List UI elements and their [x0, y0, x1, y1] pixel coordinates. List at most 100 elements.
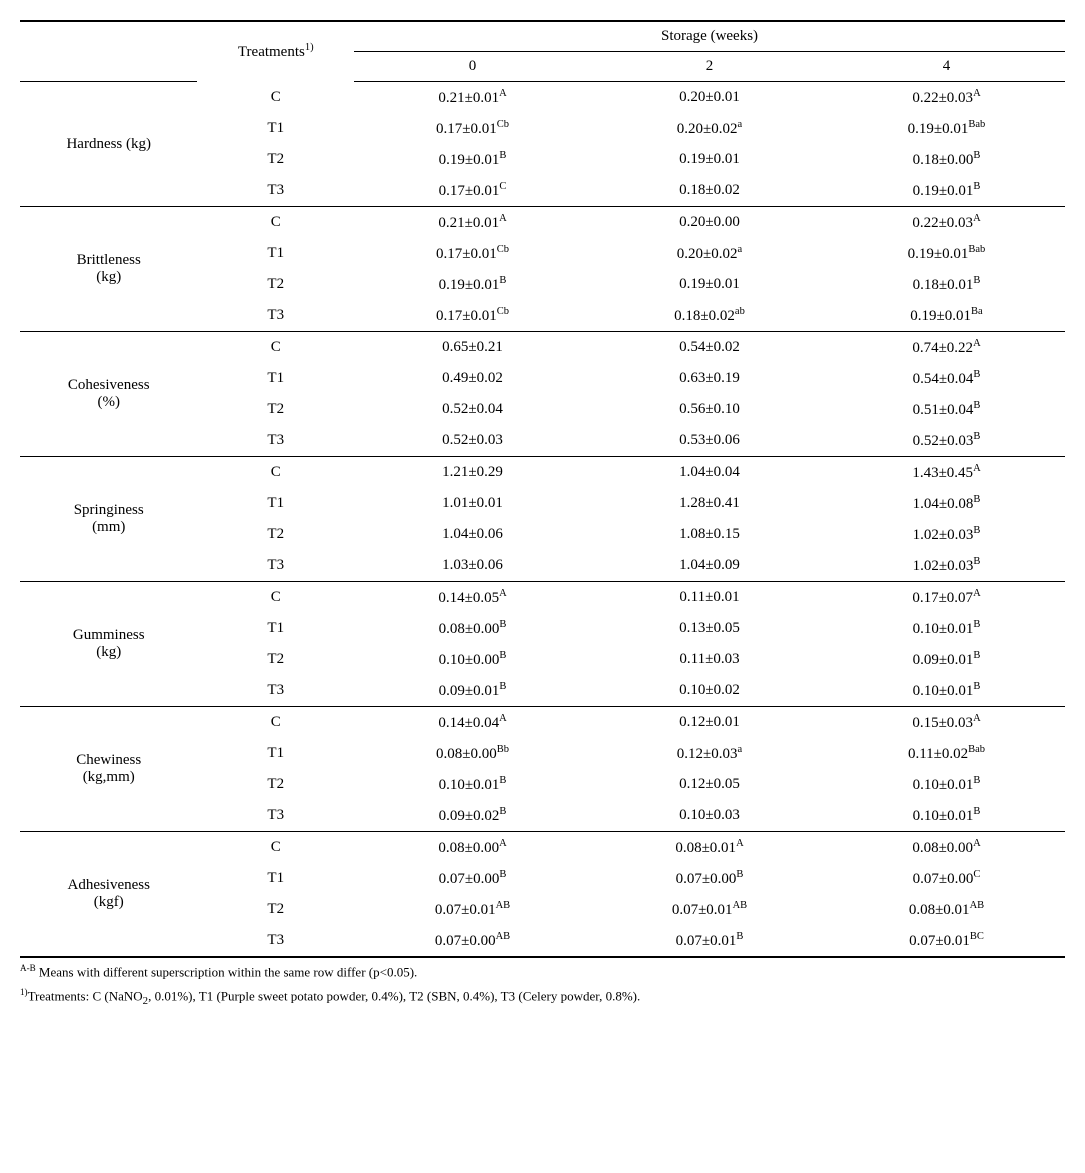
value-cell: 0.07±0.00B	[591, 863, 828, 894]
table-row: Chewiness(kg,mm)C0.14±0.04A0.12±0.010.15…	[20, 707, 1065, 739]
footnote-1: A-B Means with different superscription …	[20, 958, 1065, 982]
value-cell: 0.21±0.01A	[354, 207, 591, 239]
value-cell: 0.17±0.01C	[354, 175, 591, 207]
value-cell: 0.07±0.00C	[828, 863, 1065, 894]
footnote-2-sup: 1)	[20, 987, 28, 997]
value-cell: 0.07±0.00AB	[354, 925, 591, 957]
footnote-2b: , 0.01%), T1 (Purple sweet potato powder…	[148, 988, 640, 1003]
value-cell: 1.08±0.15	[591, 519, 828, 550]
treatment-cell: T2	[197, 394, 354, 425]
treatment-cell: T1	[197, 613, 354, 644]
treatment-cell: T1	[197, 363, 354, 394]
value-cell: 0.11±0.01	[591, 582, 828, 614]
treatment-cell: T1	[197, 738, 354, 769]
group-label: Cohesiveness(%)	[20, 332, 197, 457]
group-label: Gumminess(kg)	[20, 582, 197, 707]
value-cell: 0.12±0.05	[591, 769, 828, 800]
value-cell: 0.53±0.06	[591, 425, 828, 457]
table-row: Gumminess(kg)C0.14±0.05A0.11±0.010.17±0.…	[20, 582, 1065, 614]
value-cell: 0.08±0.00Bb	[354, 738, 591, 769]
value-cell: 0.17±0.01Cb	[354, 113, 591, 144]
table-row: Brittleness(kg)C0.21±0.01A0.20±0.000.22±…	[20, 207, 1065, 239]
value-cell: 0.10±0.03	[591, 800, 828, 832]
value-cell: 0.52±0.04	[354, 394, 591, 425]
value-cell: 0.19±0.01Bab	[828, 113, 1065, 144]
value-cell: 1.04±0.09	[591, 550, 828, 582]
treatment-cell: T3	[197, 925, 354, 957]
value-cell: 0.52±0.03B	[828, 425, 1065, 457]
value-cell: 0.08±0.01AB	[828, 894, 1065, 925]
treatment-cell: T3	[197, 175, 354, 207]
value-cell: 0.12±0.01	[591, 707, 828, 739]
treatment-cell: C	[197, 82, 354, 114]
value-cell: 1.04±0.04	[591, 457, 828, 489]
value-cell: 0.74±0.22A	[828, 332, 1065, 364]
value-cell: 1.43±0.45A	[828, 457, 1065, 489]
value-cell: 0.54±0.04B	[828, 363, 1065, 394]
value-cell: 0.18±0.02ab	[591, 300, 828, 332]
treatment-cell: T2	[197, 894, 354, 925]
value-cell: 1.21±0.29	[354, 457, 591, 489]
value-cell: 0.49±0.02	[354, 363, 591, 394]
treatment-cell: T2	[197, 769, 354, 800]
hdr-storage: Storage (weeks)	[354, 21, 1065, 52]
table-row: Hardness (kg)C0.21±0.01A0.20±0.010.22±0.…	[20, 82, 1065, 114]
treatment-cell: T3	[197, 550, 354, 582]
value-cell: 0.63±0.19	[591, 363, 828, 394]
value-cell: 1.01±0.01	[354, 488, 591, 519]
value-cell: 0.10±0.02	[591, 675, 828, 707]
hdr-blank2	[20, 52, 197, 82]
value-cell: 0.07±0.01BC	[828, 925, 1065, 957]
value-cell: 0.20±0.00	[591, 207, 828, 239]
hdr-week-4: 4	[828, 52, 1065, 82]
hdr-week-0: 0	[354, 52, 591, 82]
group-label: Hardness (kg)	[20, 82, 197, 207]
group-label: Brittleness(kg)	[20, 207, 197, 332]
value-cell: 0.20±0.01	[591, 82, 828, 114]
group-label: Chewiness(kg,mm)	[20, 707, 197, 832]
value-cell: 0.08±0.00B	[354, 613, 591, 644]
value-cell: 0.19±0.01	[591, 269, 828, 300]
table-row: Springiness(mm)C1.21±0.291.04±0.041.43±0…	[20, 457, 1065, 489]
value-cell: 0.10±0.00B	[354, 644, 591, 675]
value-cell: 0.11±0.02Bab	[828, 738, 1065, 769]
value-cell: 0.19±0.01B	[354, 144, 591, 175]
treatment-cell: C	[197, 832, 354, 864]
texture-table: Treatments1) Storage (weeks) 0 2 4 Hardn…	[20, 20, 1065, 958]
value-cell: 0.08±0.01A	[591, 832, 828, 864]
value-cell: 1.28±0.41	[591, 488, 828, 519]
value-cell: 0.17±0.01Cb	[354, 300, 591, 332]
value-cell: 0.07±0.00B	[354, 863, 591, 894]
treatment-cell: T3	[197, 800, 354, 832]
value-cell: 0.19±0.01Bab	[828, 238, 1065, 269]
value-cell: 0.09±0.01B	[354, 675, 591, 707]
value-cell: 0.19±0.01Ba	[828, 300, 1065, 332]
value-cell: 0.10±0.01B	[828, 800, 1065, 832]
value-cell: 0.19±0.01B	[354, 269, 591, 300]
value-cell: 1.03±0.06	[354, 550, 591, 582]
value-cell: 0.07±0.01B	[591, 925, 828, 957]
value-cell: 0.65±0.21	[354, 332, 591, 364]
hdr-blank	[20, 21, 197, 52]
treatment-cell: C	[197, 207, 354, 239]
value-cell: 0.12±0.03a	[591, 738, 828, 769]
value-cell: 0.18±0.00B	[828, 144, 1065, 175]
value-cell: 0.14±0.05A	[354, 582, 591, 614]
value-cell: 1.04±0.08B	[828, 488, 1065, 519]
value-cell: 0.09±0.01B	[828, 644, 1065, 675]
value-cell: 0.17±0.01Cb	[354, 238, 591, 269]
value-cell: 0.11±0.03	[591, 644, 828, 675]
value-cell: 1.04±0.06	[354, 519, 591, 550]
treatment-cell: T1	[197, 863, 354, 894]
treatment-cell: C	[197, 582, 354, 614]
value-cell: 0.14±0.04A	[354, 707, 591, 739]
hdr-week-2: 2	[591, 52, 828, 82]
treatment-cell: T1	[197, 238, 354, 269]
group-label: Springiness(mm)	[20, 457, 197, 582]
treatment-cell: C	[197, 707, 354, 739]
value-cell: 0.13±0.05	[591, 613, 828, 644]
value-cell: 0.10±0.01B	[828, 613, 1065, 644]
treatment-cell: T2	[197, 519, 354, 550]
value-cell: 0.10±0.01B	[828, 769, 1065, 800]
footnote-2a: Treatments: C (NaNO	[28, 988, 143, 1003]
